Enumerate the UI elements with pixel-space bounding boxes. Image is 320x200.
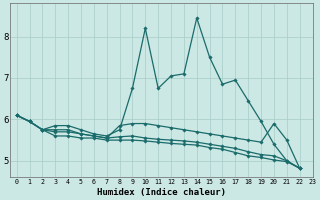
X-axis label: Humidex (Indice chaleur): Humidex (Indice chaleur) xyxy=(97,188,226,197)
